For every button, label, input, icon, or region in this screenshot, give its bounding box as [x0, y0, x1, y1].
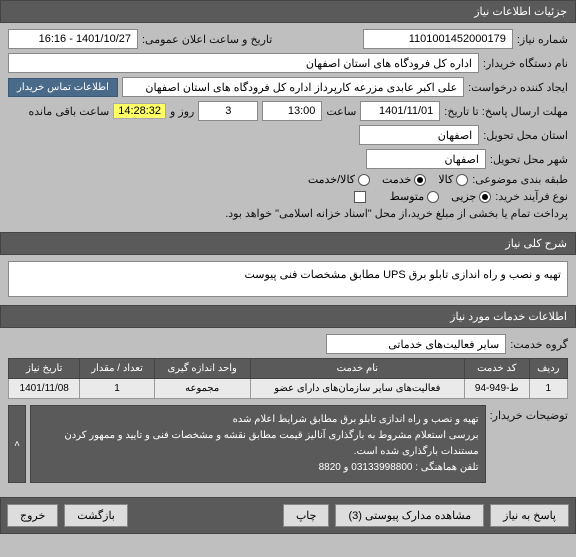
form-area: شماره نیاز: 1101001452000179 تاریخ و ساع…: [0, 23, 576, 230]
expand-icon[interactable]: ˄: [8, 405, 26, 483]
buyer-notes: تهیه و نصب و راه اندازی تابلو برق مطابق …: [30, 405, 486, 483]
contact-button[interactable]: اطلاعات تماس خریدار: [8, 78, 118, 97]
need-no-label: شماره نیاز:: [517, 33, 568, 46]
th-unit: واحد اندازه گیری: [154, 359, 250, 379]
td-index: 1: [529, 379, 567, 399]
note-line-3: تلفن هماهنگی : 03133998800 و 8820: [37, 460, 479, 476]
province-value: اصفهان: [359, 125, 479, 145]
province-label: استان محل تحویل:: [483, 129, 568, 142]
treasury-checkbox[interactable]: [354, 191, 366, 203]
th-index: ردیف: [529, 359, 567, 379]
buyer-org-label: نام دستگاه خریدار:: [483, 57, 568, 70]
deadline-time: 13:00: [262, 101, 322, 121]
buyer-org-value: اداره کل فرودگاه های استان اصفهان: [8, 53, 479, 73]
days-label: روز و: [170, 105, 194, 118]
table-header-row: ردیف کد خدمت نام خدمت واحد اندازه گیری ت…: [9, 359, 568, 379]
th-qty: تعداد / مقدار: [80, 359, 154, 379]
public-date-value: 1401/10/27 - 16:16: [8, 29, 138, 49]
radio-goods-label: کالا: [438, 173, 453, 186]
days-value: 3: [198, 101, 258, 121]
section-services-info: اطلاعات خدمات مورد نیاز: [0, 305, 576, 328]
process-label: نوع فرآیند خرید:: [495, 190, 568, 203]
td-code: ط-949-94: [465, 379, 530, 399]
back-button[interactable]: بازگشت: [64, 504, 128, 527]
radio-goods[interactable]: [456, 174, 468, 186]
services-table: ردیف کد خدمت نام خدمت واحد اندازه گیری ت…: [8, 358, 568, 399]
service-group-value: سایر فعالیت‌های خدماتی: [326, 334, 506, 354]
th-code: کد خدمت: [465, 359, 530, 379]
td-name: فعالیت‌های سایر سازمان‌های دارای عضو: [250, 379, 464, 399]
notes-label: توضیحات خریدار:: [490, 405, 568, 483]
city-label: شهر محل تحویل:: [490, 153, 568, 166]
process-radio-group: جزیی متوسط: [390, 190, 492, 203]
td-qty: 1: [80, 379, 154, 399]
general-desc-text: تهیه و نصب و راه اندازی تابلو برق UPS مط…: [8, 261, 568, 297]
table-row: 1 ط-949-94 فعالیت‌های سایر سازمان‌های دا…: [9, 379, 568, 399]
creator-label: ایجاد کننده درخواست:: [468, 81, 568, 94]
radio-both[interactable]: [358, 174, 370, 186]
city-value: اصفهان: [366, 149, 486, 169]
need-no-value: 1101001452000179: [363, 29, 513, 49]
category-label: طبقه بندی موضوعی:: [472, 173, 568, 186]
bottom-toolbar: پاسخ به نیاز مشاهده مدارک پیوستی (3) چاپ…: [0, 497, 576, 534]
exit-button[interactable]: خروج: [7, 504, 58, 527]
radio-service-label: خدمت: [382, 173, 411, 186]
section-general-desc: شرح کلی نیاز: [0, 232, 576, 255]
deadline-label: مهلت ارسال پاسخ: تا تاریخ:: [444, 105, 568, 118]
radio-both-label: کالا/خدمت: [308, 173, 355, 186]
pay-note: پرداخت تمام یا بخشی از مبلغ خرید،از محل …: [225, 207, 568, 220]
radio-med[interactable]: [427, 191, 439, 203]
service-group-label: گروه خدمت:: [510, 338, 568, 351]
page-header: جزئیات اطلاعات نیاز: [0, 0, 576, 23]
print-button[interactable]: چاپ: [283, 504, 330, 527]
creator-value: علی اکبر عابدی مزرعه کارپرداز اداره کل ف…: [122, 77, 464, 97]
reply-button[interactable]: پاسخ به نیاز: [490, 504, 569, 527]
section-services-info-label: اطلاعات خدمات مورد نیاز: [450, 311, 567, 323]
time-label-1: ساعت: [326, 105, 356, 118]
td-unit: مجموعه: [154, 379, 250, 399]
note-line-2: بررسی استعلام مشروط به بارگذاری آنالیز ق…: [37, 428, 479, 460]
radio-service[interactable]: [414, 174, 426, 186]
public-date-label: تاریخ و ساعت اعلان عمومی:: [142, 33, 272, 46]
th-name: نام خدمت: [250, 359, 464, 379]
radio-small[interactable]: [479, 191, 491, 203]
deadline-date: 1401/11/01: [360, 101, 440, 121]
radio-med-label: متوسط: [390, 190, 425, 203]
td-date: 1401/11/08: [9, 379, 80, 399]
remaining-time: 14:28:32: [113, 103, 166, 119]
note-line-1: تهیه و نصب و راه اندازی تابلو برق مطابق …: [37, 412, 479, 428]
main-container: جزئیات اطلاعات نیاز شماره نیاز: 11010014…: [0, 0, 576, 534]
radio-small-label: جزیی: [451, 190, 476, 203]
category-radio-group: کالا خدمت کالا/خدمت: [308, 173, 468, 186]
attachments-button[interactable]: مشاهده مدارک پیوستی (3): [335, 504, 484, 527]
page-title: جزئیات اطلاعات نیاز: [474, 6, 567, 18]
th-date: تاریخ نیاز: [9, 359, 80, 379]
section-general-desc-label: شرح کلی نیاز: [505, 238, 567, 250]
remain-label: ساعت باقی مانده: [28, 105, 109, 118]
